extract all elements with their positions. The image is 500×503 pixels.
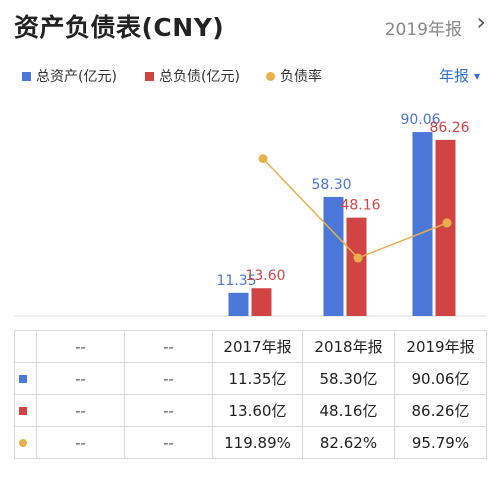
assets-marker-icon (19, 375, 27, 383)
table-cell: 11.35亿 (212, 362, 303, 395)
bar-assets (323, 196, 344, 316)
table-cell: -- (124, 426, 213, 459)
chart-legend: 总资产(亿元) 总负债(亿元) 负债率 年报 ▾ (0, 62, 500, 88)
table-cell: 58.30亿 (302, 362, 395, 395)
bar-label-liabilities: 13.60 (245, 268, 285, 284)
data-table: -- -- 2017年报 2018年报 2019年报 -- -- 11.35亿 … (14, 330, 487, 459)
table-cell: -- (36, 330, 125, 363)
legend-item-assets[interactable]: 总资产(亿元) (22, 66, 117, 86)
table-header-2019: 2019年报 (394, 330, 487, 363)
bar-label-assets: 11.35 (216, 273, 256, 289)
table-header-row: -- -- 2017年报 2018年报 2019年报 (14, 330, 487, 363)
legend-swatch-assets (22, 71, 31, 81)
period-dropdown[interactable]: 年报 ▾ (439, 65, 480, 86)
row-marker (14, 362, 37, 395)
row-marker (14, 394, 37, 427)
bar-liabilities (251, 288, 272, 316)
bar-label-liabilities: 48.16 (340, 198, 380, 214)
legend-item-ratio[interactable]: 负债率 (266, 66, 322, 86)
legend-label-liabilities: 总负债(亿元) (159, 69, 240, 85)
table-cell: -- (124, 394, 213, 427)
point-ratio (258, 154, 268, 164)
bar-label-assets: 58.30 (311, 177, 351, 193)
period-label[interactable]: 2019年报 (384, 20, 462, 40)
table-row-assets: -- -- 11.35亿 58.30亿 90.06亿 (14, 362, 487, 395)
table-cell: 119.89% (212, 426, 303, 459)
period-dropdown-label: 年报 (438, 67, 469, 85)
bar-label-liabilities: 86.26 (429, 120, 469, 136)
bar-liabilities (346, 217, 367, 316)
bar-liabilities (435, 139, 456, 316)
table-cell: -- (124, 362, 213, 395)
table-cell (14, 330, 37, 363)
table-cell: -- (36, 394, 125, 427)
ratio-marker-icon (19, 439, 27, 447)
header: 资产负债表(CNY) 2019年报 › (0, 0, 500, 50)
table-cell: 90.06亿 (394, 362, 487, 395)
point-ratio (353, 253, 363, 263)
legend-label-assets: 总资产(亿元) (36, 69, 117, 85)
legend-item-liabilities[interactable]: 总负债(亿元) (145, 66, 240, 86)
page-title: 资产负债表(CNY) (14, 13, 225, 42)
caret-down-icon: ▾ (473, 68, 480, 83)
bar-label-assets: 90.06 (400, 112, 440, 128)
table-cell: 48.16亿 (302, 394, 395, 427)
table-row-ratio: -- -- 119.89% 82.62% 95.79% (14, 426, 487, 459)
table-cell: -- (36, 426, 125, 459)
bar-assets (228, 292, 249, 316)
table-row-liabilities: -- -- 13.60亿 48.16亿 86.26亿 (14, 394, 487, 427)
table-cell: -- (124, 330, 213, 363)
table-cell: 82.62% (302, 426, 395, 459)
table-cell: 13.60亿 (212, 394, 303, 427)
chevron-right-icon[interactable]: › (476, 8, 486, 36)
legend-swatch-ratio (266, 71, 275, 81)
table-header-2018: 2018年报 (302, 330, 395, 363)
legend-swatch-liabilities (145, 71, 154, 81)
liabilities-marker-icon (19, 407, 27, 415)
legend-label-ratio: 负债率 (280, 69, 322, 85)
row-marker (14, 426, 37, 459)
table-cell: -- (36, 362, 125, 395)
table-cell: 86.26亿 (394, 394, 487, 427)
table-cell: 95.79% (394, 426, 487, 459)
point-ratio (442, 218, 452, 228)
bar-assets (412, 132, 433, 316)
table-header-2017: 2017年报 (212, 330, 303, 363)
